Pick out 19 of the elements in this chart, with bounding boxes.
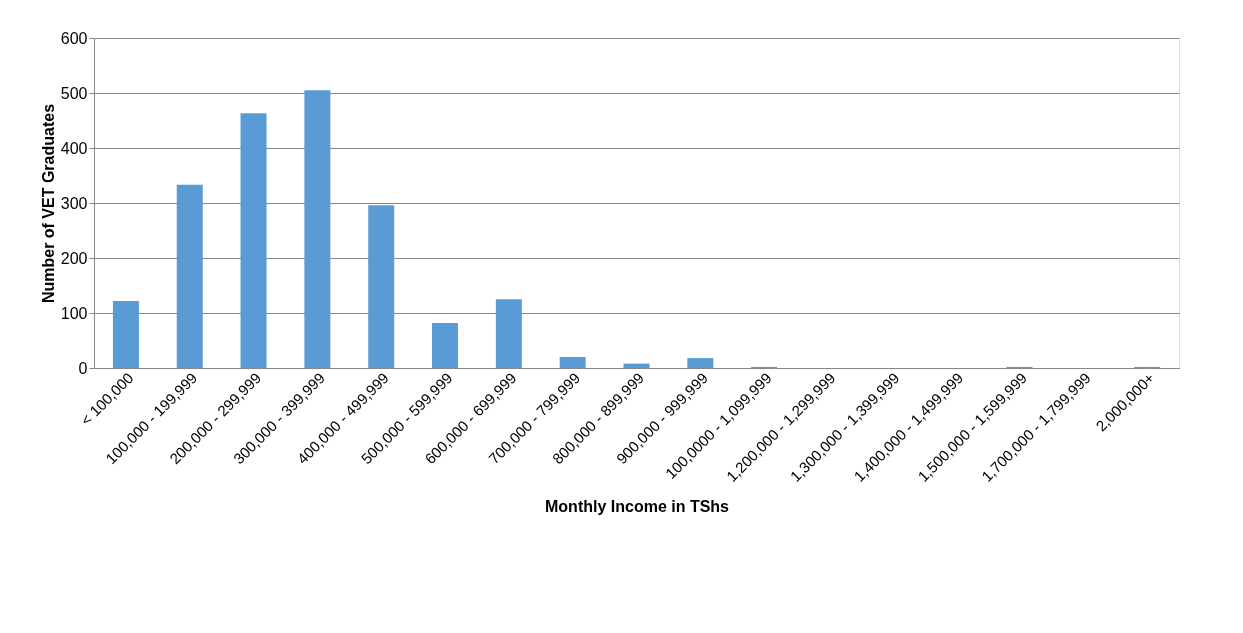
bar <box>623 363 650 368</box>
bar <box>495 299 522 368</box>
bar <box>559 357 586 368</box>
bar <box>687 358 714 368</box>
y-tick-label: 600 <box>60 29 88 47</box>
y-tick-label: 500 <box>60 84 88 102</box>
x-axis-title: Monthly Income in TShs <box>544 497 730 515</box>
bar <box>304 90 331 368</box>
y-tick-label: 300 <box>60 194 88 212</box>
y-tick-label: 0 <box>78 359 88 377</box>
bar <box>176 184 203 368</box>
y-tick-label: 200 <box>60 249 88 267</box>
bar <box>240 113 267 368</box>
y-axis-title: Number of VET Graduates <box>39 103 57 304</box>
y-tick-label: 400 <box>60 139 88 157</box>
bar <box>432 322 459 368</box>
y-tick-label: 100 <box>60 304 88 322</box>
bar <box>368 205 395 368</box>
bar <box>112 300 139 368</box>
